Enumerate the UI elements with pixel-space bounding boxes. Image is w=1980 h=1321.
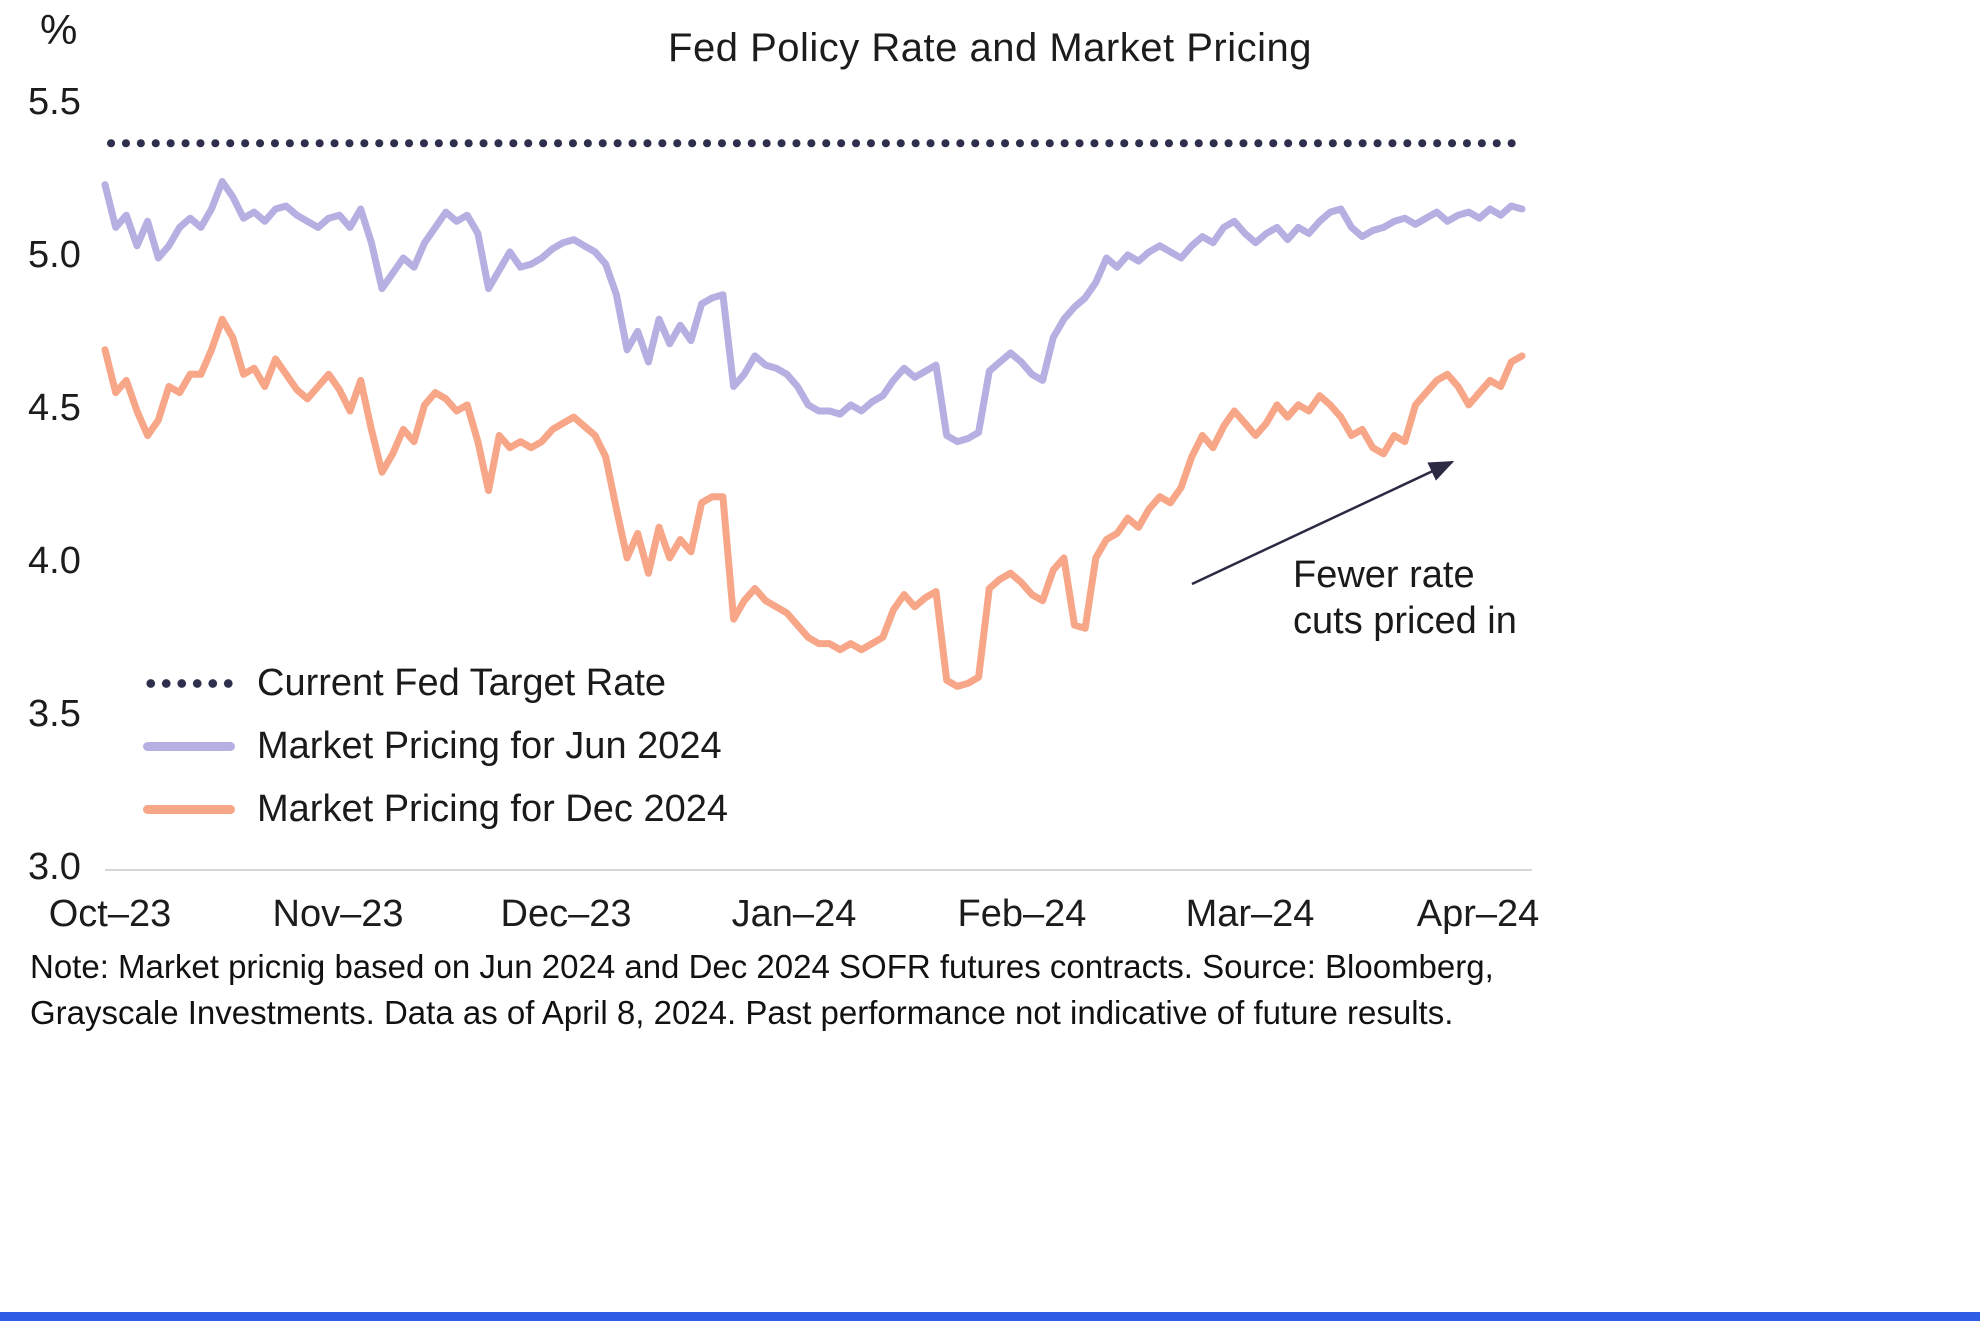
jun-line-swatch-icon (143, 741, 235, 751)
y-tick-label: 4.0 (28, 540, 81, 582)
y-tick-label: 3.5 (28, 693, 81, 735)
annotation-arrow (1191, 460, 1455, 586)
annotation-fewer-rate-cuts: Fewer rate cuts priced in (1293, 554, 1517, 643)
legend: Current Fed Target Rate Market Pricing f… (143, 660, 728, 832)
legend-item-jun-2024: Market Pricing for Jun 2024 (143, 723, 728, 769)
x-tick-label: Apr–24 (1416, 893, 1540, 935)
x-tick-label: Oct–23 (48, 893, 172, 935)
x-tick-label: Nov–23 (272, 893, 404, 935)
y-tick-label: 3.0 (28, 846, 81, 888)
y-tick-label: 5.0 (28, 234, 81, 276)
y-axis-unit-label: % (40, 6, 78, 53)
legend-item-dec-2024: Market Pricing for Dec 2024 (143, 786, 728, 832)
x-tick-label: Dec–23 (500, 893, 632, 935)
legend-label-target-rate: Current Fed Target Rate (257, 661, 667, 704)
bottom-accent-bar (0, 1312, 1980, 1321)
chart-title: Fed Policy Rate and Market Pricing (668, 26, 1312, 70)
y-tick-label: 4.5 (28, 387, 81, 429)
legend-item-target-rate: Current Fed Target Rate (143, 660, 728, 706)
series-line-1 (101, 315, 1526, 690)
dec-line-swatch-icon (143, 804, 235, 814)
dotted-line-swatch-icon (143, 678, 235, 688)
series-line-0 (101, 178, 1526, 446)
x-tick-label: Mar–24 (1185, 893, 1315, 935)
legend-label-dec-2024: Market Pricing for Dec 2024 (257, 787, 728, 830)
legend-label-jun-2024: Market Pricing for Jun 2024 (257, 724, 722, 767)
y-tick-label: 5.5 (28, 81, 81, 123)
x-tick-label: Feb–24 (957, 893, 1087, 935)
footnote: Note: Market pricnig based on Jun 2024 a… (30, 948, 1494, 1032)
x-tick-label: Jan–24 (731, 893, 857, 935)
